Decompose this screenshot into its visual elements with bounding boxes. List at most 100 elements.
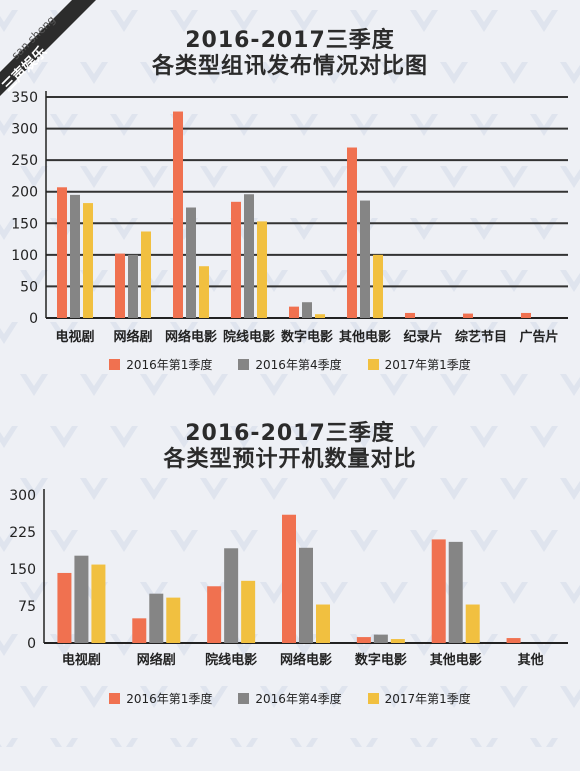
bar	[465, 604, 480, 643]
category-label: 网络剧	[113, 329, 152, 345]
bar	[299, 547, 313, 643]
y-tick-label: 150	[9, 562, 36, 578]
bar	[128, 254, 138, 318]
legend-label: 2016年第1季度	[126, 358, 213, 372]
corner-badge-graphic: san sheng 三声娱乐	[0, 0, 96, 96]
legend-swatch	[367, 359, 379, 370]
bar	[91, 564, 106, 643]
bar	[315, 314, 325, 318]
bar	[199, 266, 209, 318]
chart-2-title-line1: 2016-2017三季度	[185, 421, 395, 446]
category-label: 数字电影	[281, 329, 333, 345]
bar	[173, 111, 183, 318]
bar	[132, 618, 147, 643]
bar	[74, 555, 89, 643]
category-label: 综艺节目	[455, 329, 507, 345]
bar	[373, 254, 383, 318]
category-label: 院线电影	[205, 652, 257, 668]
bar	[231, 201, 241, 318]
category-label: 网络电影	[165, 329, 217, 345]
legend-label: 2016年第1季度	[126, 692, 213, 706]
chart-1: 2016-2017三季度 各类型组讯发布情况对比图 0 50 100 150 200 25…	[0, 0, 580, 385]
legend-item-series-1: 2016年第1季度	[109, 356, 212, 373]
legend-item-series-1: 2016年第1季度	[109, 690, 212, 707]
category-label: 电视剧	[62, 652, 101, 668]
bar	[186, 207, 196, 318]
category-label: 电视剧	[55, 329, 94, 345]
bar	[115, 253, 125, 318]
category-label: 网络剧	[137, 652, 176, 668]
y-tick-label: 75	[18, 599, 36, 615]
category-label: 其他电影	[430, 652, 482, 668]
chart-1-plot: 0 50 100 150 200 250 300 350 电视剧 网络剧 网络电影 院线电影 数字电影其…	[11, 90, 568, 345]
chart-2-legend: 2016年第1季度 2016年第4季度 2017年第1季度	[0, 690, 580, 707]
corner-badge: san sheng 三声娱乐	[0, 0, 110, 110]
chart-2-plot: 0 75 150 225 300 电视剧 网络剧 院线电影 网络电影 数字电影 其他电影 其他	[9, 488, 568, 668]
bar	[83, 203, 93, 318]
bar	[57, 572, 72, 643]
y-tick-label: 0	[29, 311, 38, 327]
bar	[244, 194, 254, 318]
category-label: 其他	[518, 652, 544, 668]
bar	[347, 147, 357, 318]
bar	[463, 313, 473, 318]
legend-label: 2016年第4季度	[255, 692, 342, 706]
bar	[207, 586, 222, 643]
bar	[224, 548, 239, 643]
category-label: 纪录片	[403, 329, 442, 345]
bar	[282, 514, 296, 643]
bar	[302, 302, 312, 318]
legend-item-series-2: 2016年第4季度	[238, 356, 342, 373]
bar	[141, 231, 151, 318]
legend-label: 2017年第1季度	[384, 358, 471, 372]
legend-swatch	[238, 693, 250, 704]
category-label: 其他电影	[339, 329, 391, 345]
bar	[390, 639, 405, 643]
bar	[149, 593, 164, 643]
chart-1-title-line2: 各类型组讯发布情况对比图	[151, 54, 428, 80]
bar	[506, 638, 521, 643]
y-tick-label: 300	[9, 488, 36, 504]
bar	[316, 604, 330, 643]
bar	[289, 306, 299, 318]
chart-2-title: 2016-2017三季度 各类型预计开机数量对比	[0, 385, 580, 474]
bar	[431, 539, 446, 643]
legend-label: 2016年第4季度	[255, 358, 342, 372]
y-tick-label: 200	[11, 185, 38, 201]
bar	[166, 597, 181, 643]
category-label: 数字电影	[355, 652, 407, 668]
legend-item-series-2: 2016年第4季度	[238, 690, 342, 707]
y-tick-label: 150	[11, 216, 38, 232]
category-label: 广告片	[519, 329, 558, 345]
y-tick-label: 350	[11, 90, 38, 106]
bar	[448, 541, 463, 643]
bar	[241, 580, 256, 643]
bar	[257, 221, 267, 318]
chart-1-title-line1: 2016-2017三季度	[185, 28, 395, 53]
y-tick-label: 225	[9, 525, 36, 541]
legend-item-series-3: 2017年第1季度	[367, 690, 471, 707]
y-tick-label: 250	[11, 153, 38, 169]
chart-1-legend: 2016年第1季度 2016年第4季度 2017年第1季度	[0, 356, 580, 373]
chart-2-title-line2: 各类型预计开机数量对比	[163, 447, 417, 473]
y-tick-label: 50	[20, 279, 38, 295]
chart-1-title: 2016-2017三季度 各类型组讯发布情况对比图	[0, 0, 580, 81]
y-tick-label: 0	[27, 636, 36, 652]
bar	[521, 312, 531, 318]
legend-label: 2017年第1季度	[384, 692, 471, 706]
corner-ribbon	[0, 0, 96, 96]
category-label: 院线电影	[223, 329, 275, 345]
legend-swatch	[367, 693, 379, 704]
category-label: 网络电影	[280, 652, 332, 668]
chart-2: 2016-2017三季度 各类型预计开机数量对比 0 75 150 225 300 电视剧…	[0, 385, 580, 747]
legend-item-series-3: 2017年第1季度	[367, 356, 471, 373]
y-tick-label: 100	[11, 248, 38, 264]
bar	[57, 187, 67, 318]
legend-swatch	[109, 359, 121, 370]
bar	[356, 637, 371, 643]
legend-swatch	[109, 693, 121, 704]
legend-swatch	[238, 359, 250, 370]
bar	[360, 200, 370, 318]
bar	[405, 312, 415, 318]
bar	[373, 634, 388, 643]
